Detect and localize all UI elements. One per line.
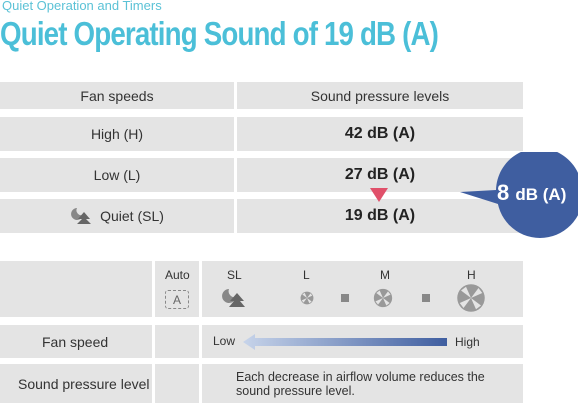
- decrease-arrow-icon: [370, 188, 388, 202]
- step-marker-icon: [341, 294, 349, 302]
- fan-speeds-header-label: Fan speeds: [80, 87, 154, 104]
- level-value: 27 dB (A): [344, 166, 416, 183]
- difference-value: 8: [497, 180, 510, 205]
- speed-label: High (H): [90, 126, 144, 142]
- speed-row-quiet: Quiet (SL): [0, 199, 234, 233]
- modes-empty-cell: [0, 261, 152, 317]
- quiet-sl-icon: [70, 206, 92, 226]
- level-value: 42 dB (A): [344, 125, 416, 142]
- airflow-gradient-arrow-icon: [243, 334, 447, 350]
- difference-label: 8 dB (A): [497, 180, 566, 206]
- difference-unit: dB (A): [515, 185, 567, 204]
- difference-bubble: [460, 152, 578, 238]
- mode-auto-label: Auto: [165, 268, 190, 282]
- mode-auto-cell: [155, 261, 199, 317]
- sound-auto-cell: [155, 364, 199, 403]
- fan-speed-label-cell: Fan speed: [0, 325, 152, 358]
- low-label: Low: [213, 334, 236, 348]
- sound-note: Each decrease in airflow volume reduces …: [236, 370, 485, 398]
- sound-levels-header-label: Sound pressure levels: [310, 87, 450, 104]
- page-title: Quiet Operating Sound of 19 dB (A): [0, 15, 439, 52]
- mode-m-label: M: [380, 268, 390, 282]
- high-label: High: [455, 335, 480, 349]
- fan-medium-icon: [373, 288, 393, 308]
- speed-label: Quiet (SL): [100, 208, 164, 224]
- fan-speeds-header: Fan speeds: [0, 82, 234, 109]
- mode-l-label: L: [303, 268, 310, 282]
- step-marker-icon: [422, 294, 430, 302]
- fan-speed-auto-cell: [155, 325, 199, 358]
- fan-high-icon: [457, 284, 485, 312]
- sound-pressure-label: Sound pressure level: [18, 375, 150, 392]
- level-row-low: 27 dB (A): [237, 158, 523, 192]
- level-row-quiet: 19 dB (A): [237, 199, 523, 233]
- mode-sl-label: SL: [227, 268, 242, 282]
- sound-levels-header: Sound pressure levels: [237, 82, 523, 109]
- mode-h-label: H: [467, 268, 476, 282]
- speed-row-high: High (H): [0, 117, 234, 151]
- sound-note-cell: [202, 364, 523, 403]
- level-row-high: 42 dB (A): [237, 117, 523, 151]
- level-value: 19 dB (A): [344, 207, 416, 224]
- fan-speed-label: Fan speed: [42, 333, 109, 350]
- sound-label-cell: Sound pressure level: [0, 364, 152, 403]
- auto-icon-letter: A: [172, 292, 181, 307]
- fan-low-icon: [300, 291, 314, 305]
- speed-label: Low (L): [93, 167, 141, 183]
- speed-row-low: Low (L): [0, 158, 234, 192]
- quiet-sl-icon: [222, 289, 245, 307]
- auto-a-icon: A: [165, 290, 189, 309]
- page-subtitle: Quiet Operation and Timers: [2, 0, 162, 13]
